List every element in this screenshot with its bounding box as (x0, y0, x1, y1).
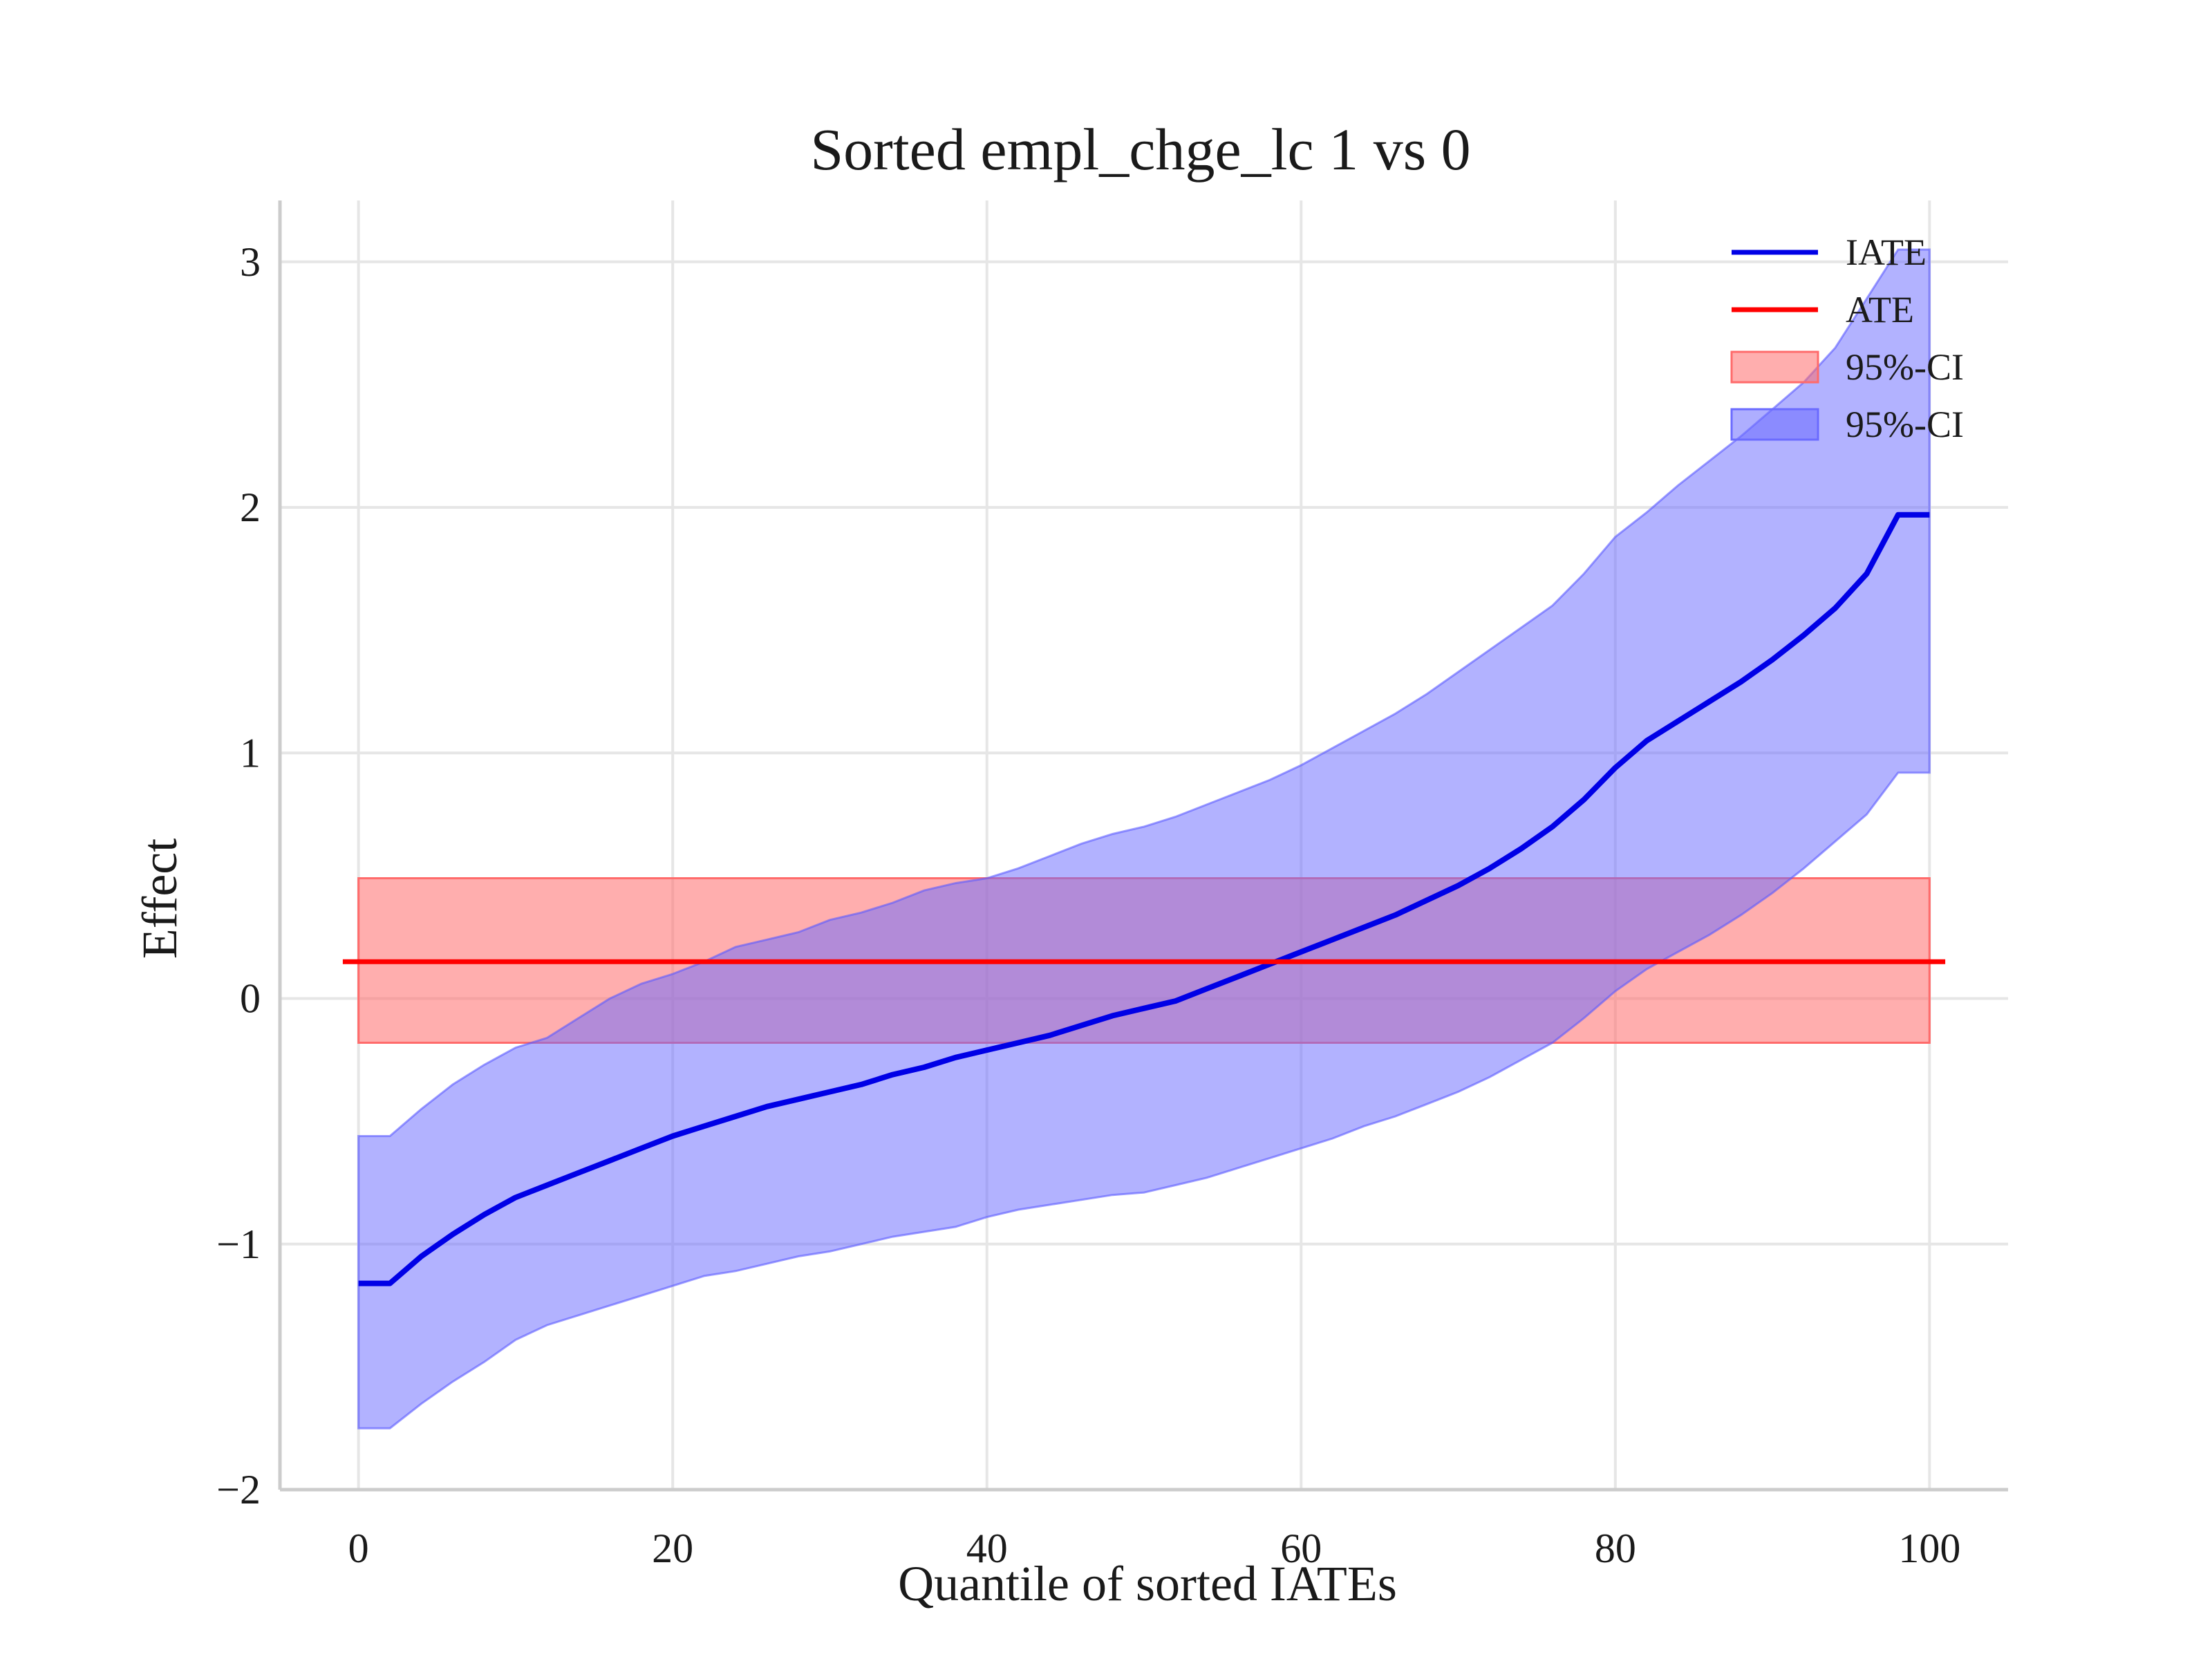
y-tick-label: 0 (240, 976, 261, 1022)
iate-ci-area (357, 248, 1931, 1430)
legend-swatch-patch (1730, 408, 1819, 441)
y-tick-label: 1 (240, 730, 261, 776)
axes (278, 200, 2008, 1492)
x-tick-labels: 0 20 40 60 80 100 (348, 1526, 1961, 1571)
y-tick-label: −2 (216, 1467, 261, 1512)
y-tick-label: −1 (216, 1221, 261, 1267)
y-tick-labels: −2 −1 0 1 2 3 (216, 239, 261, 1512)
y-axis-label: Effect (132, 838, 187, 959)
chart-title: Sorted empl_chge_lc 1 vs 0 (810, 116, 1470, 182)
y-tick-label: 2 (240, 485, 261, 530)
x-tick-label: 0 (348, 1526, 369, 1571)
x-tick-label: 80 (1595, 1526, 1636, 1571)
series-lines (342, 512, 1946, 1286)
legend-label: IATE (1846, 232, 1927, 273)
legend-label: 95%-CI (1846, 404, 1964, 445)
iate-ci-band (357, 248, 1931, 1430)
x-axis-label: Quantile of sorted IATEs (898, 1556, 1397, 1611)
x-tick-label: 20 (652, 1526, 693, 1571)
legend: IATE ATE 95%-CI 95%-CI (1730, 232, 1964, 445)
y-tick-label: 3 (240, 239, 261, 285)
x-tick-label: 100 (1898, 1526, 1960, 1571)
legend-label: ATE (1846, 289, 1914, 330)
iate-line (358, 512, 1930, 1286)
x-tick-label: 60 (1280, 1526, 1322, 1571)
x-tick-label: 40 (966, 1526, 1008, 1571)
legend-label: 95%-CI (1846, 346, 1964, 388)
legend-swatch-patch (1730, 350, 1819, 384)
